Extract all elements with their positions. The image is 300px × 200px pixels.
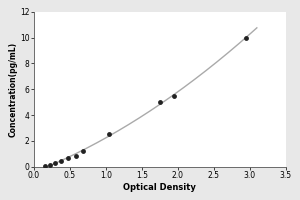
Point: [172, 94, 176, 97]
Point: [107, 133, 112, 136]
Point: [47, 163, 52, 166]
Point: [244, 36, 248, 39]
Point: [53, 162, 58, 165]
Point: [80, 150, 85, 153]
Point: [73, 154, 78, 157]
Y-axis label: Concentration(pg/mL): Concentration(pg/mL): [8, 42, 17, 137]
X-axis label: Optical Density: Optical Density: [123, 183, 196, 192]
Point: [66, 157, 71, 160]
Point: [42, 164, 47, 168]
Point: [158, 101, 162, 104]
Point: [59, 159, 64, 163]
